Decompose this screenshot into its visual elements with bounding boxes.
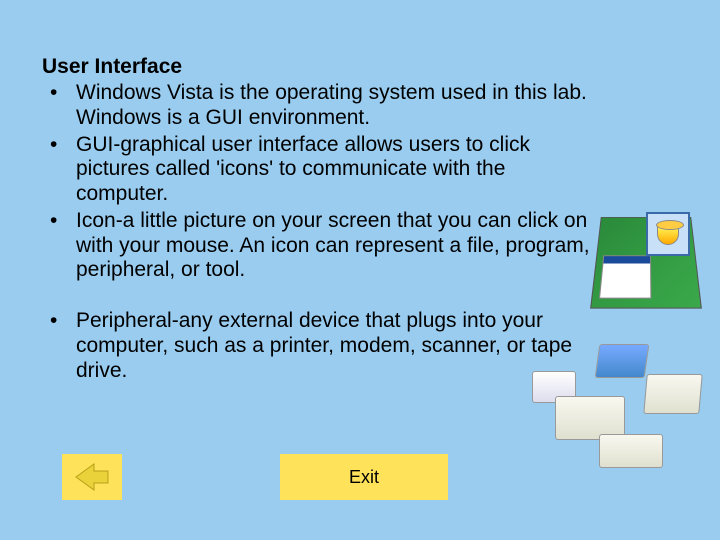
spacer: [38, 285, 598, 309]
back-button[interactable]: [62, 454, 122, 500]
slide-title: User Interface: [42, 55, 598, 79]
bullet-list-b: Peripheral-any external device that plug…: [38, 309, 598, 383]
bullet-list-a: Windows Vista is the operating system us…: [38, 81, 598, 283]
tape-drive-icon: [599, 434, 663, 468]
window-icon: [599, 255, 652, 298]
arrow-left-icon: [74, 462, 110, 492]
peripheral-illustration: [527, 336, 712, 481]
slide-content: User Interface Windows Vista is the oper…: [38, 55, 598, 385]
bullet-item: Peripheral-any external device that plug…: [38, 309, 598, 383]
icon-illustration: [596, 208, 696, 308]
paint-bucket-icon: [646, 212, 690, 256]
exit-label: Exit: [349, 467, 379, 488]
bullet-item: Icon-a little picture on your screen tha…: [38, 209, 598, 283]
bullet-item: Windows Vista is the operating system us…: [38, 81, 598, 131]
exit-button[interactable]: Exit: [280, 454, 448, 500]
scanner-icon: [595, 344, 650, 378]
printer-icon: [643, 374, 702, 414]
bullet-item: GUI-graphical user interface allows user…: [38, 133, 598, 207]
